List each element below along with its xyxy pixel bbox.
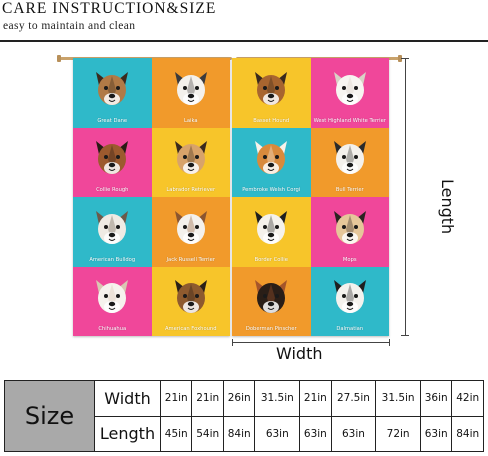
page-title: CARE INSTRUCTION&SIZE: [2, 0, 217, 17]
header-divider: [0, 40, 488, 42]
width-cell: 21in: [191, 380, 224, 417]
dog-tile-american-foxhound: American Foxhound: [151, 266, 230, 336]
width-cell: 36in: [419, 380, 453, 417]
dog-breed-label: Great Dane: [97, 117, 128, 124]
size-table-row-length: Length 45in 54in 84in 63in 63in 63in 72i…: [5, 415, 484, 452]
dog-breed-label: Chihuahua: [98, 326, 127, 333]
dog-breed-label: Doberman Pinscher: [245, 326, 297, 333]
dog-breed-label: Border Collie: [254, 256, 288, 263]
dog-breed-label: Jack Russell Terrier: [166, 256, 215, 263]
length-label: Length: [438, 179, 457, 235]
dog-tile-great-dane: Great Dane: [73, 58, 152, 128]
width-cell: 42in: [451, 380, 484, 417]
rod-cap-right: [398, 55, 402, 62]
length-row-header: Length: [94, 415, 161, 452]
dog-tile-mops: Mops: [310, 197, 389, 267]
dog-breed-label: American Foxhound: [164, 326, 217, 333]
dog-breed-label: Bull Terrier: [335, 187, 364, 194]
width-row-header: Width: [94, 380, 161, 417]
dog-tile-american-bulldog: American Bulldog: [73, 197, 152, 267]
size-table: Size Width 21in 21in 26in 31.5in 21in 27…: [4, 380, 484, 452]
dog-breed-label: West Highland White Terrier: [313, 117, 386, 124]
dog-breed-label: Labrador Retriever: [166, 187, 216, 194]
length-cell: 63in: [299, 415, 332, 452]
length-cell: 45in: [159, 415, 193, 452]
length-cell: 63in: [419, 415, 453, 452]
curtain-panel-left: Great Dane Laika Collie Rough Labrador Retr…: [73, 58, 230, 336]
length-cell: 54in: [191, 415, 224, 452]
width-cell: 31.5in: [254, 380, 301, 417]
length-cell: 84in: [451, 415, 484, 452]
length-cell: 84in: [222, 415, 256, 452]
width-cell: 31.5in: [375, 380, 421, 417]
dog-tile-chihuahua: Chihuahua: [73, 266, 152, 336]
dog-tile-doberman-pinscher: Doberman Pinscher: [232, 266, 311, 336]
dog-breed-label: American Bulldog: [89, 256, 136, 263]
dog-tile-laika: Laika: [151, 58, 230, 128]
page-subtitle: easy to maintain and clean: [3, 20, 136, 32]
size-table-row-width: Size Width 21in 21in 26in 31.5in 21in 27…: [4, 380, 484, 452]
dog-breed-label: Collie Rough: [96, 187, 129, 194]
dog-grid-right: Basset Hound West Highland White Terrier P…: [232, 58, 389, 336]
dog-tile-border-collie: Border Collie: [232, 197, 311, 267]
dog-breed-label: Dalmatian: [336, 326, 364, 333]
width-cell: 21in: [159, 380, 193, 417]
dog-tile-pembroke-welsh-corgi: Pembroke Welsh Corgi: [232, 127, 311, 197]
dog-tile-labrador-retriever: Labrador Retriever: [151, 127, 230, 197]
dog-tile-jack-russell-terrier: Jack Russell Terrier: [151, 197, 230, 267]
dog-tile-dalmatian: Dalmatian: [310, 266, 389, 336]
dog-tile-collie-rough: Collie Rough: [73, 127, 152, 197]
length-cell: 63in: [254, 415, 301, 452]
length-dimension-line: [401, 58, 409, 336]
size-header: Size: [4, 380, 95, 452]
dog-breed-label: Laika: [183, 117, 198, 124]
width-label: Width: [276, 344, 323, 363]
dog-breed-label: Mops: [342, 256, 357, 263]
dog-grid-left: Great Dane Laika Collie Rough Labrador Retr…: [73, 58, 230, 336]
dog-tile-bull-terrier: Bull Terrier: [310, 127, 389, 197]
length-cell: 63in: [330, 415, 377, 452]
rod-cap-left: [57, 55, 61, 62]
dog-breed-label: Basset Hound: [253, 117, 290, 124]
dog-breed-label: Pembroke Welsh Corgi: [242, 187, 301, 194]
dog-tile-west-highland-white-terrier: West Highland White Terrier: [310, 58, 389, 128]
dog-tile-basset-hound: Basset Hound: [232, 58, 311, 128]
length-cell: 72in: [375, 415, 421, 452]
width-cell: 27.5in: [330, 380, 377, 417]
width-dimension-line: [232, 339, 390, 346]
width-cell: 26in: [222, 380, 256, 417]
width-cell: 21in: [299, 380, 332, 417]
curtain-panel-right: Basset Hound West Highland White Terrier P…: [232, 58, 389, 336]
